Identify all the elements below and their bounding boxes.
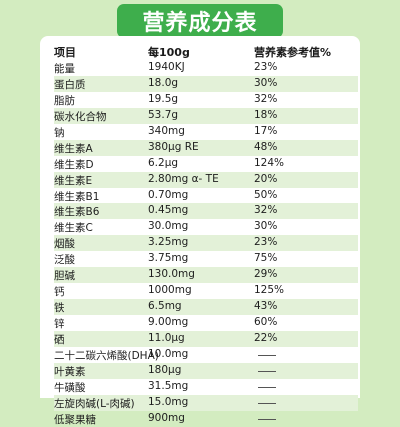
nutrient-value: 18.0g — [148, 76, 179, 89]
table-row: 维生素E 2.80mg α- TE 20% — [54, 171, 358, 188]
nutrient-value: 53.7g — [148, 108, 179, 121]
nutrient-nrv: 60% — [254, 316, 278, 328]
nutrient-name: 胆碱 — [54, 270, 75, 283]
table-row: 碳水化合物 53.7g 18% — [54, 107, 358, 124]
nutrient-name: 左旋肉碱(L-肉碱) — [54, 397, 135, 410]
nrv-not-applicable-dash — [258, 402, 276, 404]
table-row: 铁 6.5mg 43% — [54, 299, 358, 315]
nutrient-name: 脂肪 — [54, 94, 75, 107]
nutrient-name: 碳水化合物 — [54, 110, 107, 123]
table-row: 维生素C 30.0mg 30% — [54, 219, 358, 235]
table-row: 二十二碳六烯酸(DHA) 10.0mg — [54, 347, 358, 363]
nutrient-name: 钠 — [54, 126, 65, 139]
nutrient-name: 维生素B1 — [54, 190, 100, 203]
nutrient-name: 蛋白质 — [54, 78, 86, 91]
nutrient-value: 340mg — [148, 124, 185, 137]
nrv-not-applicable-dash — [258, 370, 276, 372]
nutrient-value: 30.0mg — [148, 220, 189, 233]
table-row: 维生素B1 0.70mg 50% — [54, 188, 358, 204]
nutrient-name: 维生素E — [54, 174, 93, 187]
table-row: 钙 1000mg 125% — [54, 283, 358, 299]
table-row: 脂肪 19.5g 32% — [54, 92, 358, 108]
nutrient-value: 6.2μg — [148, 156, 179, 169]
header-per-100g: 每100g — [148, 46, 190, 59]
nutrient-nrv: 32% — [254, 92, 278, 105]
nutrient-nrv: 29% — [254, 268, 278, 281]
table-row: 维生素D 6.2μg 124% — [54, 156, 358, 172]
nutrient-value: 380μg RE — [148, 140, 199, 153]
table-row: 左旋肉碱(L-肉碱) 15.0mg — [54, 394, 358, 411]
nutrient-nrv: 75% — [254, 252, 278, 265]
nutrient-nrv: 18% — [254, 108, 278, 121]
nutrient-value: 10.0mg — [148, 347, 189, 360]
nutrient-nrv: 124% — [254, 156, 285, 169]
nutrient-value: 15.0mg — [148, 395, 189, 408]
table-row: 叶黄素 180μg — [54, 362, 358, 379]
nutrient-name: 泛酸 — [54, 254, 75, 267]
nutrient-nrv: 20% — [254, 172, 278, 185]
nutrition-table: 项目 每100g 营养素参考值% 能量 1940KJ 23% 蛋白质 18.0g 30% 脂… — [40, 36, 360, 426]
table-body: 能量 1940KJ 23% 蛋白质 18.0g 30% 脂肪 19.5g 32% 碳水化合物 53.… — [54, 60, 358, 427]
table-header: 项目 每100g 营养素参考值% — [54, 40, 358, 60]
nutrient-value: 1000mg — [148, 284, 192, 297]
nutrient-name: 低聚果糖 — [54, 413, 96, 426]
nutrient-name: 铁 — [54, 302, 65, 315]
nrv-not-applicable-dash — [258, 354, 276, 356]
table-row: 能量 1940KJ 23% — [54, 60, 358, 76]
header-nrv: 营养素参考值% — [254, 46, 332, 59]
table-row: 烟酸 3.25mg 23% — [54, 235, 358, 252]
nutrient-name: 维生素A — [54, 142, 93, 155]
nutrient-nrv: 43% — [254, 300, 278, 313]
table-row: 泛酸 3.75mg 75% — [54, 251, 358, 267]
nutrient-name: 维生素C — [54, 222, 93, 235]
nutrient-value: 19.5g — [148, 92, 179, 105]
nutrient-nrv: 22% — [254, 331, 278, 344]
nutrient-nrv: 23% — [254, 236, 278, 249]
nutrient-value: 0.45mg — [148, 204, 189, 217]
nutrient-value: 1940KJ — [148, 61, 185, 73]
table-row: 维生素B6 0.45mg 32% — [54, 203, 358, 220]
nutrient-nrv: 30% — [254, 76, 278, 89]
table-row: 蛋白质 18.0g 30% — [54, 75, 358, 92]
nutrient-value: 6.5mg — [148, 300, 182, 313]
nutrient-nrv: 50% — [254, 188, 278, 201]
nutrient-value: 900mg — [148, 411, 185, 424]
nutrient-name: 硒 — [54, 333, 65, 346]
table-row: 锌 9.00mg 60% — [54, 315, 358, 331]
nutrient-nrv: 32% — [254, 204, 278, 217]
nutrient-nrv: 125% — [254, 284, 285, 297]
nutrient-name: 钙 — [54, 286, 65, 299]
nutrient-name: 维生素D — [54, 158, 94, 171]
nrv-not-applicable-dash — [258, 418, 276, 420]
table-row: 低聚果糖 900mg — [54, 411, 358, 427]
nutrient-nrv: 30% — [254, 220, 278, 233]
table-row: 牛磺酸 31.5mg — [54, 379, 358, 395]
table-row: 硒 11.0μg 22% — [54, 330, 358, 347]
header-item: 项目 — [54, 46, 76, 59]
nutrient-value: 130.0mg — [148, 268, 195, 281]
nutrient-value: 3.25mg — [148, 236, 189, 249]
nutrient-value: 3.75mg — [148, 252, 189, 265]
nutrient-name: 叶黄素 — [54, 365, 86, 378]
nutrient-value: 180μg — [148, 363, 182, 376]
table-row: 胆碱 130.0mg 29% — [54, 267, 358, 284]
table-row: 维生素A 380μg RE 48% — [54, 139, 358, 156]
nutrient-value: 0.70mg — [148, 188, 189, 201]
nutrient-name: 烟酸 — [54, 238, 75, 251]
nutrient-value: 11.0μg — [148, 331, 185, 344]
nutrient-value: 2.80mg α- TE — [148, 172, 219, 185]
nutrient-name: 锌 — [54, 318, 65, 330]
nutrient-value: 9.00mg — [148, 316, 189, 328]
nutrient-nrv: 17% — [254, 124, 278, 137]
nutrient-name: 牛磺酸 — [54, 381, 86, 394]
nutrient-nrv: 48% — [254, 140, 278, 153]
nutrient-value: 31.5mg — [148, 379, 189, 392]
nutrient-name: 能量 — [54, 63, 75, 75]
page-title: 营养成分表 — [117, 4, 283, 38]
nutrient-name: 二十二碳六烯酸(DHA) — [54, 349, 159, 362]
nrv-not-applicable-dash — [258, 386, 276, 388]
nutrient-name: 维生素B6 — [54, 206, 100, 219]
table-row: 钠 340mg 17% — [54, 124, 358, 140]
nutrient-nrv: 23% — [254, 61, 278, 73]
